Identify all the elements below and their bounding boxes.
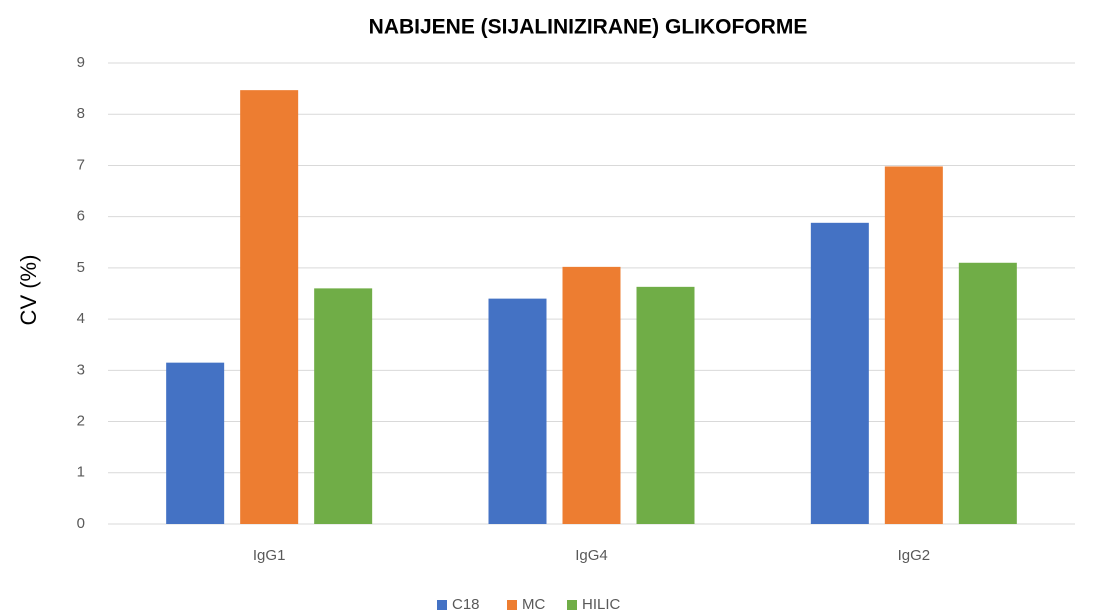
bar [488,298,547,524]
bar [958,262,1017,524]
legend-label: C18 [452,596,480,613]
y-tick-label: 3 [77,361,85,378]
bar [562,266,621,524]
y-tick-label: 1 [77,464,85,481]
x-tick-label: IgG2 [898,547,931,564]
x-tick-label: IgG4 [575,547,608,564]
bar [240,90,299,525]
y-tick-label: 2 [77,413,85,430]
bar [314,288,373,524]
legend-swatch [437,600,447,610]
legend-swatch [507,600,517,610]
y-tick-label: 0 [77,515,85,532]
legend-label: HILIC [582,596,621,613]
y-tick-label: 5 [77,259,85,276]
y-tick-label: 9 [77,54,85,71]
y-tick-label: 4 [77,310,85,327]
y-axis-label: CV (%) [16,255,41,326]
y-tick-label: 7 [77,156,85,173]
x-tick-label: IgG1 [253,547,286,564]
legend-label: MC [522,596,545,613]
bar [636,286,695,524]
legend-swatch [567,600,577,610]
y-tick-label: 8 [77,105,85,122]
chart-title: NABIJENE (SIJALINIZIRANE) GLIKOFORME [369,16,808,39]
bar [884,166,943,525]
bar [166,362,225,524]
y-tick-label: 6 [77,208,85,225]
bar [810,222,869,524]
